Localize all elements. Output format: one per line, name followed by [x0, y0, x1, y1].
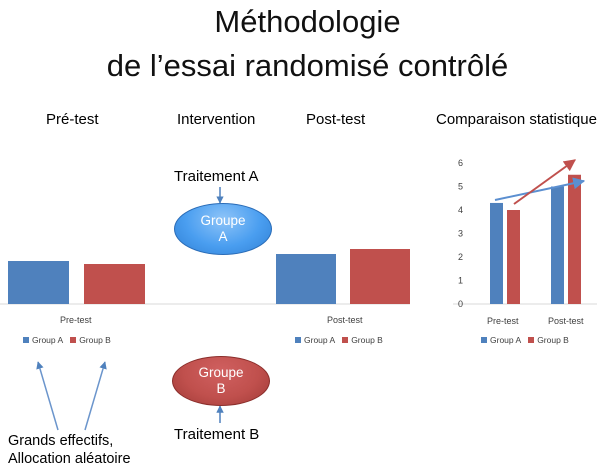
legend-label: Group B	[351, 335, 383, 345]
comparison-legend: Group A Group B	[481, 335, 576, 345]
allocation-arrow-group-b	[84, 361, 107, 431]
legend-item-group-b: Group B	[528, 335, 569, 345]
legend-label: Group A	[304, 335, 336, 345]
group-b-trend-arrow	[513, 159, 576, 205]
allocation-arrow-group-a	[36, 361, 59, 431]
legend-item-group-b: Group B	[342, 335, 383, 345]
treatment-a-label: Traitement A	[174, 168, 259, 185]
group-a-trend-arrow	[494, 177, 586, 201]
group-a-label-line-2: A	[218, 229, 228, 244]
allocation-note-line-2: Allocation aléatoire	[8, 451, 131, 467]
legend-item-group-a: Group A	[23, 335, 63, 345]
legend-label: Group A	[490, 335, 522, 345]
column-heading-pretest: Pré-test	[46, 111, 99, 128]
legend-swatch	[23, 337, 29, 343]
y-tick-label: 0	[458, 299, 463, 309]
y-tick-label: 6	[458, 158, 463, 168]
pretest-chart	[8, 261, 145, 304]
diagram-title-line-2: de l’essai randomisé contrôlé	[106, 48, 509, 83]
legend-label: Group A	[32, 335, 64, 345]
y-tick-label: 3	[458, 229, 463, 239]
legend-label: Group B	[79, 335, 111, 345]
bar-group-a	[8, 261, 69, 304]
pretest-category-label: Pre-test	[60, 315, 92, 325]
group-a-label-line-1: Groupe	[200, 213, 246, 228]
posttest-chart	[276, 249, 410, 304]
legend-swatch	[342, 337, 349, 343]
group-b-ellipse: Groupe B	[172, 356, 270, 406]
y-tick-label: 2	[458, 252, 463, 262]
column-heading-intervention: Intervention	[177, 111, 256, 128]
legend-swatch	[528, 337, 535, 343]
group-a-ellipse: Groupe A	[174, 203, 272, 255]
bar-group-a	[551, 186, 564, 304]
legend-swatch	[295, 337, 301, 343]
y-tick-label: 4	[458, 205, 463, 215]
y-tick-label: 5	[458, 182, 463, 192]
comparison-category-label-pretest: Pre-test	[487, 316, 519, 326]
comparison-category-label-posttest: Post-test	[548, 316, 584, 326]
bar-group-b	[507, 210, 520, 304]
legend-swatch	[481, 337, 487, 343]
legend-item-group-a: Group A	[481, 335, 521, 345]
bar-group-b	[350, 249, 410, 304]
legend-item-group-b: Group B	[70, 335, 111, 345]
legend-item-group-a: Group A	[295, 335, 335, 345]
allocation-note-line-1: Grands effectifs,	[8, 433, 114, 449]
posttest-category-label: Post-test	[327, 315, 363, 325]
group-b-label-line-2: B	[216, 381, 226, 396]
group-b-label-line-1: Groupe	[198, 365, 244, 380]
column-heading-posttest: Post-test	[306, 111, 366, 128]
bar-group-b	[84, 264, 145, 304]
pretest-legend: Group A Group B	[23, 335, 118, 345]
bar-group-a	[276, 254, 336, 304]
y-tick-label: 1	[458, 276, 463, 286]
legend-label: Group B	[537, 335, 569, 345]
bar-group-a	[490, 202, 503, 304]
legend-swatch	[70, 337, 77, 343]
treatment-b-label: Traitement B	[174, 426, 260, 443]
bar-group-b	[568, 174, 581, 304]
comparison-chart: 0 1 2 3 4 5 6	[458, 158, 581, 309]
posttest-legend: Group A Group B	[295, 335, 390, 345]
column-heading-comparison: Comparaison statistique	[436, 111, 597, 128]
diagram-title-line-1: Méthodologie	[214, 4, 401, 39]
